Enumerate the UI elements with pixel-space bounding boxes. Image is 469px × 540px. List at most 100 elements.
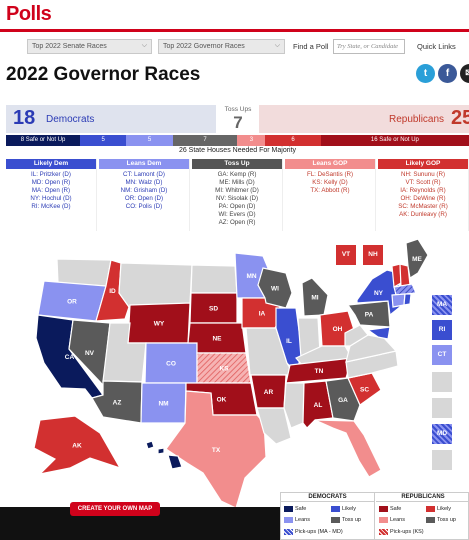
- state-label-mi: MI: [311, 295, 318, 302]
- race-item[interactable]: CT: Lamont (D): [123, 171, 165, 178]
- state-la[interactable]: [256, 407, 292, 445]
- legend-dem-leans-label: Leans: [295, 517, 310, 523]
- legend-dem-title: DEMOCRATS: [281, 493, 374, 502]
- state-wv[interactable]: [344, 324, 369, 347]
- legend-rep-pickups: Pick-ups (KS): [379, 528, 424, 536]
- state-ma[interactable]: [393, 283, 417, 296]
- rep-tally-panel: [259, 105, 469, 133]
- state-fl[interactable]: [314, 419, 382, 478]
- callout-nh[interactable]: NH: [363, 245, 383, 265]
- race-item[interactable]: FL: DeSantis (R): [306, 171, 354, 178]
- facebook-share-icon[interactable]: f: [438, 64, 457, 83]
- race-item[interactable]: MN: Walz (D): [125, 179, 163, 186]
- state-az[interactable]: [91, 380, 143, 424]
- swatch-icon: [426, 516, 435, 523]
- state-ct[interactable]: [391, 293, 406, 308]
- state-label-sd: SD: [209, 306, 218, 313]
- state-ny[interactable]: [356, 269, 401, 317]
- race-item[interactable]: CO: Polis (D): [125, 203, 163, 210]
- state-tx[interactable]: [165, 390, 267, 509]
- twitter-share-icon[interactable]: t: [416, 64, 435, 83]
- race-item[interactable]: TX: Abbott (R): [310, 187, 350, 194]
- state-label-mn: MN: [246, 273, 256, 280]
- state-wi[interactable]: [257, 267, 293, 309]
- state-label-wy: WY: [154, 321, 165, 328]
- legend-toss-up-label: Toss up: [342, 517, 361, 523]
- callout-vt[interactable]: VT: [336, 245, 356, 265]
- brand-divider: [0, 29, 469, 32]
- swatch-icon: [379, 505, 388, 512]
- legend-rep-safe: Safe: [379, 505, 401, 513]
- state-label-hi: HI: [161, 453, 168, 460]
- callout-empty[interactable]: [432, 450, 452, 470]
- state-ri[interactable]: [403, 293, 412, 306]
- race-item[interactable]: MI: Whitmer (D): [215, 187, 259, 194]
- rating-column-title: Toss Up: [192, 159, 282, 169]
- site-brand[interactable]: Polls: [6, 3, 52, 25]
- race-item[interactable]: OH: DeWine (R): [400, 195, 446, 202]
- race-item[interactable]: SC: McMaster (R): [398, 203, 448, 210]
- race-item[interactable]: OR: Open (D): [124, 195, 164, 202]
- legend-dem-likely: Likely: [331, 505, 356, 513]
- race-item[interactable]: NV: Sisolak (D): [215, 195, 259, 202]
- race-item[interactable]: NH: Sununu (R): [400, 171, 446, 178]
- callout-md[interactable]: MD: [432, 424, 452, 444]
- race-item[interactable]: PA: Open (D): [218, 203, 256, 210]
- state-ga[interactable]: [325, 377, 361, 422]
- state-wa[interactable]: [56, 258, 112, 287]
- state-mi[interactable]: [301, 277, 329, 317]
- race-item[interactable]: GA: Kemp (R): [217, 171, 257, 178]
- rating-column: Likely Dem IL: Pritzker (D) MD: Open (R) MA…: [6, 159, 97, 231]
- governor-races-select[interactable]: Top 2022 Governor Races ⌵: [158, 39, 285, 54]
- senate-races-select[interactable]: Top 2022 Senate Races ⌵: [27, 39, 152, 54]
- state-label-tn: TN: [315, 368, 324, 375]
- callout-ri[interactable]: RI: [432, 320, 452, 340]
- callout-ma[interactable]: MA: [432, 295, 452, 315]
- race-item[interactable]: NM: Grisham (D): [120, 187, 168, 194]
- callout-ct[interactable]: CT: [432, 345, 452, 365]
- create-map-button[interactable]: CREATE YOUR OWN MAP: [70, 502, 160, 516]
- state-label-ia: IA: [259, 311, 266, 318]
- state-label-id: ID: [109, 288, 116, 295]
- state-me[interactable]: [405, 238, 429, 279]
- state-md[interactable]: [366, 326, 391, 340]
- race-item[interactable]: VT: Scott (R): [405, 179, 441, 186]
- state-nd[interactable]: [190, 264, 238, 294]
- race-item[interactable]: AZ: Open (R): [218, 219, 256, 226]
- chevron-down-icon: ⌵: [274, 42, 280, 49]
- state-label-ny: NY: [374, 290, 384, 297]
- race-item[interactable]: MD: Open (R): [31, 179, 71, 186]
- rating-segment: 6: [265, 135, 321, 146]
- state-label-nv: NV: [85, 350, 95, 357]
- toss-up-count: 7: [233, 113, 243, 132]
- rep-label: Republicans: [389, 114, 445, 125]
- race-item[interactable]: ME: Mills (D): [219, 179, 255, 186]
- state-hi[interactable]: [145, 440, 183, 470]
- race-item[interactable]: IA: Reynolds (R): [400, 187, 446, 194]
- find-poll-input[interactable]: Try State, or Candidate: [333, 39, 405, 54]
- state-label-oh: OH: [333, 326, 343, 333]
- race-item[interactable]: IL: Pritzker (D): [31, 171, 71, 178]
- race-item[interactable]: AK: Dunleavy (R): [399, 211, 447, 218]
- race-item[interactable]: WI: Evers (D): [218, 211, 256, 218]
- race-item[interactable]: KS: Kelly (D): [312, 179, 348, 186]
- callout-empty[interactable]: [432, 372, 452, 392]
- race-list: CT: Lamont (D) MN: Walz (D) NM: Grisham (D…: [99, 169, 189, 211]
- governor-races-select-value: Top 2022 Governor Races: [163, 43, 245, 50]
- legend-rep-leans-label: Leans: [390, 517, 405, 523]
- state-ak[interactable]: [33, 415, 122, 475]
- state-label-wi: WI: [271, 286, 279, 293]
- race-item[interactable]: RI: McKee (D): [31, 203, 71, 210]
- legend-dem-safe: Safe: [284, 505, 306, 513]
- state-ms[interactable]: [283, 382, 305, 429]
- legend-dem-pickups: Pick-ups (MA - MD): [284, 528, 343, 536]
- rating-columns: Likely Dem IL: Pritzker (D) MD: Open (R) MA…: [6, 159, 469, 231]
- callout-empty[interactable]: [432, 398, 452, 418]
- quick-links-menu[interactable]: Quick Links: [417, 42, 456, 51]
- state-label-ok: OK: [217, 397, 227, 404]
- state-mt[interactable]: [118, 262, 193, 308]
- race-item[interactable]: NY: Hochul (D): [30, 195, 72, 202]
- state-label-me: ME: [412, 256, 422, 263]
- email-share-icon[interactable]: ✉: [460, 64, 469, 83]
- race-item[interactable]: MA: Open (R): [31, 187, 71, 194]
